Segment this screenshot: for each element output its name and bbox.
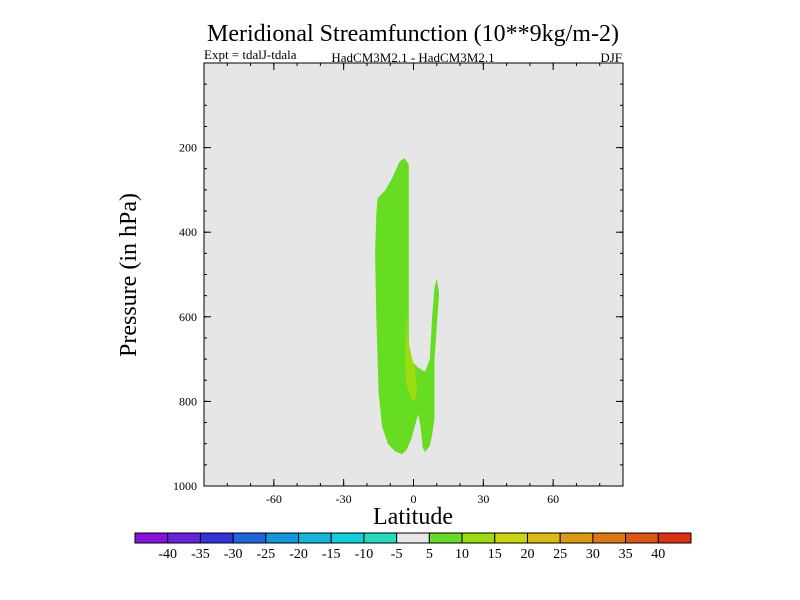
- y-tick-label: 1000: [173, 479, 197, 493]
- colorbar-swatch: [167, 532, 201, 544]
- colorbar-swatch: [232, 532, 267, 544]
- colorbar-swatch: [657, 532, 692, 544]
- y-tick-label: 600: [179, 310, 197, 324]
- colorbar-label: 10: [455, 547, 469, 562]
- colorbar-swatch: [363, 532, 398, 544]
- y-tick-label: 200: [179, 141, 197, 155]
- chart-title: Meridional Streamfunction (10**9kg/m-2): [207, 21, 619, 47]
- colorbar-label: 20: [520, 547, 534, 562]
- y-tick-label: 800: [179, 394, 197, 408]
- x-axis-label: Latitude: [373, 504, 453, 530]
- colorbar-label: 15: [488, 547, 502, 562]
- colorbar-label: 25: [553, 547, 567, 562]
- colorbar-swatch: [428, 532, 463, 544]
- colorbar-label: -20: [289, 547, 308, 562]
- colorbar-swatch: [592, 532, 627, 544]
- colorbar-swatch: [199, 532, 234, 544]
- season-label: DJF: [600, 50, 622, 65]
- colorbar-swatch: [396, 532, 430, 544]
- colorbar-label: -35: [191, 547, 210, 562]
- colorbar-label: -15: [322, 547, 341, 562]
- x-tick-label: -60: [266, 492, 282, 506]
- x-tick-label: -30: [336, 492, 352, 506]
- colorbar-swatch: [298, 532, 332, 544]
- plot-area: -60 -30 0 30 60 200 400 600 800 1000: [173, 62, 624, 506]
- colorbar-label: -40: [158, 547, 177, 562]
- colorbar: -40 -35 -30 -25 -20 -15 -10 -5 5 10 15 20 25 30 35 40: [134, 532, 692, 562]
- colorbar-label: -10: [355, 547, 374, 562]
- colorbar-label: 35: [619, 547, 633, 562]
- colorbar-label: 5: [426, 547, 433, 562]
- colorbar-label: 30: [586, 547, 600, 562]
- colorbar-swatch: [461, 532, 496, 544]
- colorbar-swatch: [526, 532, 561, 544]
- colorbar-swatch: [494, 532, 528, 544]
- colorbar-swatch: [330, 532, 365, 544]
- y-axis-label: Pressure (in hPa): [116, 193, 142, 357]
- colorbar-label: -30: [224, 547, 243, 562]
- colorbar-label: -5: [391, 547, 403, 562]
- colorbar-swatch: [265, 532, 300, 544]
- contour-region-5-to-10: [375, 158, 440, 455]
- x-tick-label: 60: [547, 492, 559, 506]
- contour-region-10-to-15: [405, 308, 417, 402]
- experiment-label: Expt = tdalJ-tdala: [204, 47, 297, 62]
- colorbar-label: -25: [256, 547, 275, 562]
- colorbar-swatch: [559, 532, 594, 544]
- y-tick-label: 400: [179, 225, 197, 239]
- model-label: HadCM3M2.1 - HadCM3M2.1: [331, 50, 494, 65]
- x-tick-label: 0: [411, 492, 417, 506]
- colorbar-swatch: [625, 532, 659, 544]
- colorbar-swatch: [134, 532, 169, 544]
- colorbar-label: 40: [651, 547, 665, 562]
- x-tick-label: 30: [477, 492, 489, 506]
